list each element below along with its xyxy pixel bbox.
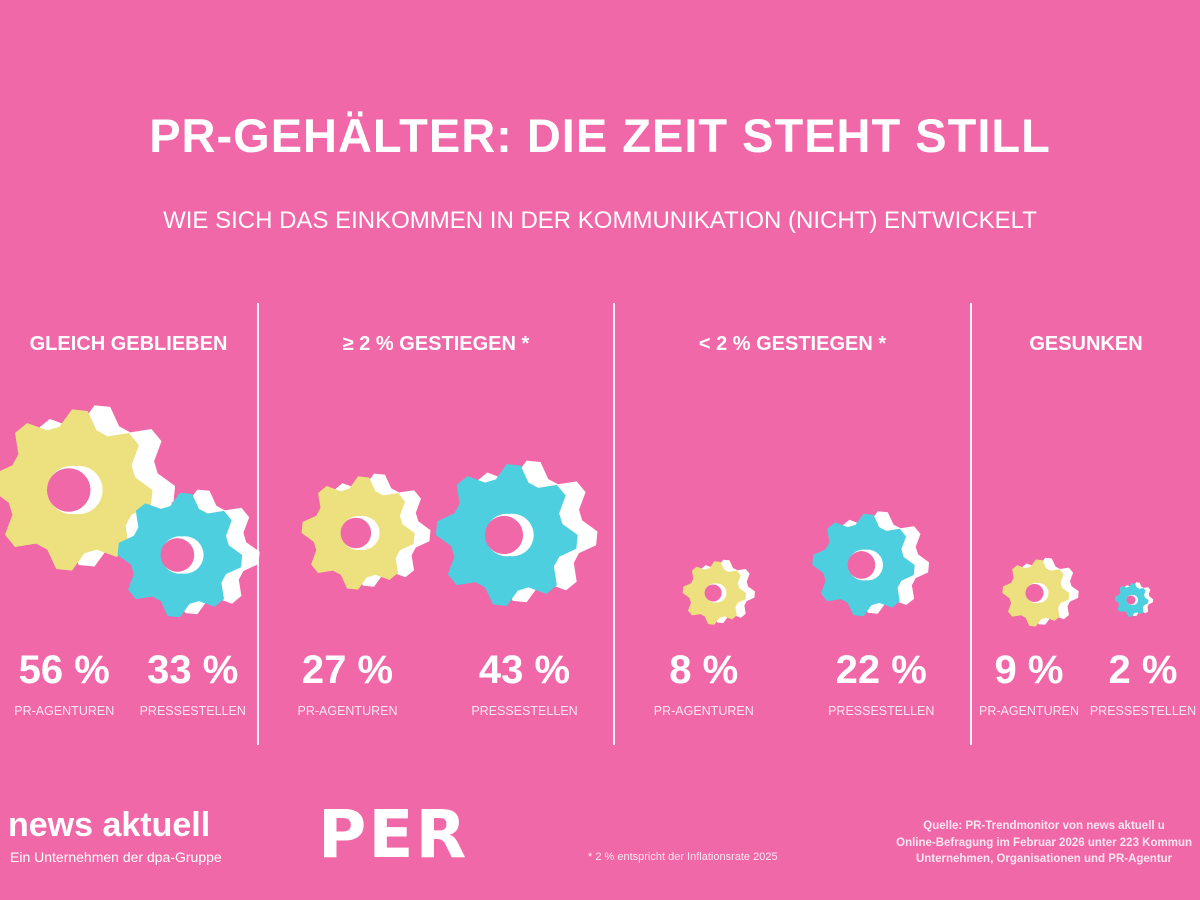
gear-hole bbox=[484, 515, 524, 555]
gear-face bbox=[812, 513, 915, 617]
source-line: Online-Befragung im Februar 2026 unter 2… bbox=[896, 836, 1192, 849]
gear-icon bbox=[435, 460, 598, 606]
gear-hole bbox=[46, 468, 91, 512]
gear-icon bbox=[812, 511, 930, 617]
gear-face bbox=[301, 476, 415, 590]
series-label: PR-AGENTUREN bbox=[297, 704, 398, 718]
gear-icon bbox=[301, 473, 431, 590]
news-aktuell-tagline: Ein Unternehmen der dpa-Gruppe bbox=[10, 849, 222, 865]
subtitle: WIE SICH DAS EINKOMMEN IN DER KOMMUNIKAT… bbox=[163, 207, 1037, 234]
gear-face bbox=[1114, 583, 1149, 617]
series-label: PR-AGENTUREN bbox=[978, 704, 1079, 718]
category-column: ≥ 2 % GESTIEGEN * 27 % PR-AGENTUREN 43 % PRE… bbox=[259, 0, 613, 760]
page-title: PR-GEHÄLTER: DIE ZEIT STEHT STILL bbox=[149, 109, 1051, 162]
gear-hole bbox=[847, 551, 876, 579]
gear-face bbox=[682, 561, 747, 625]
value-label: 2 % bbox=[1108, 648, 1178, 692]
category-label: ≥ 2 % GESTIEGEN * bbox=[342, 333, 530, 355]
footnote: * 2 % entspricht der Inflationsrate 2025 bbox=[588, 851, 778, 863]
divider bbox=[613, 303, 615, 745]
gear-icon bbox=[682, 559, 755, 625]
gear-hole bbox=[1126, 595, 1136, 605]
value-label: 27 % bbox=[301, 648, 394, 692]
category-column: GLEICH GEBLIEBEN 56 % PR-AGENTUREN 33 % PRES… bbox=[0, 0, 257, 760]
value-label: 56 % bbox=[18, 648, 110, 692]
gear-icon bbox=[0, 405, 176, 571]
source-line: Unternehmen, Organisationen und PR-Agent… bbox=[915, 853, 1173, 865]
value-label: 9 % bbox=[994, 648, 1064, 692]
series-label: PRESSESTELLEN bbox=[139, 704, 246, 718]
series-label: PRESSESTELLEN bbox=[1089, 704, 1197, 718]
gear-face bbox=[1002, 559, 1070, 627]
gear-icon bbox=[117, 489, 260, 618]
gear-face bbox=[117, 492, 243, 618]
source-note: Quelle: PR-Trendmonitor von news aktuell… bbox=[896, 818, 1192, 868]
gear-hole bbox=[340, 517, 372, 549]
series-label: PRESSESTELLEN bbox=[471, 704, 578, 718]
gear-face bbox=[0, 409, 153, 571]
gear-hole bbox=[160, 538, 195, 572]
news-aktuell-logo: news aktuell bbox=[8, 806, 211, 844]
category-label: GLEICH GEBLIEBEN bbox=[29, 333, 228, 355]
gear-hole bbox=[1025, 583, 1044, 603]
value-label: 33 % bbox=[147, 648, 239, 692]
value-label: 22 % bbox=[835, 648, 927, 692]
source-line: Quelle: PR-Trendmonitor von news aktuell… bbox=[923, 820, 1165, 832]
value-label: 43 % bbox=[478, 648, 571, 692]
gear-icon bbox=[1002, 557, 1079, 627]
divider bbox=[970, 303, 972, 745]
category-column: GESUNKEN 9 % PR-AGENTUREN 2 % PRESSESTELLEN bbox=[972, 0, 1200, 760]
series-label: PRESSESTELLEN bbox=[828, 704, 935, 718]
divider bbox=[257, 303, 259, 745]
category-label: < 2 % GESTIEGEN * bbox=[698, 333, 887, 355]
gear-face bbox=[435, 464, 578, 606]
category-column: < 2 % GESTIEGEN * 8 % PR-AGENTUREN 22 % PRES… bbox=[615, 0, 970, 760]
value-label: 8 % bbox=[669, 648, 739, 692]
per-logo: PER bbox=[318, 796, 469, 873]
gear-hole bbox=[704, 584, 722, 602]
category-label: GESUNKEN bbox=[1029, 333, 1143, 355]
gear-icon bbox=[1114, 582, 1154, 617]
series-label: PR-AGENTUREN bbox=[653, 704, 754, 718]
series-label: PR-AGENTUREN bbox=[14, 704, 115, 718]
